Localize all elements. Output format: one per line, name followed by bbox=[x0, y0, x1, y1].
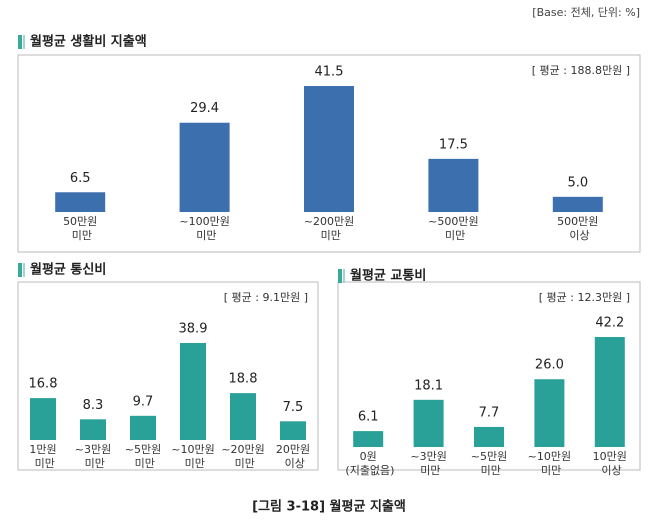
x-tick-label: ~10만원 미만 bbox=[171, 443, 214, 470]
chart-frame bbox=[17, 281, 319, 471]
x-tick-label: ~500만원 미만 bbox=[428, 215, 478, 242]
bar bbox=[534, 379, 565, 447]
bar bbox=[474, 426, 504, 447]
title-marker bbox=[23, 35, 25, 49]
x-tick-label: 1만원 미만 bbox=[29, 443, 56, 470]
bar bbox=[594, 337, 625, 447]
value-label: 16.8 bbox=[29, 377, 58, 392]
bar bbox=[353, 431, 384, 447]
average-label: [ 평균 : 9.1만원 ] bbox=[224, 291, 308, 304]
x-tick-label: ~10만원 미만 bbox=[528, 450, 571, 477]
bar bbox=[304, 86, 354, 212]
value-label: 38.9 bbox=[179, 322, 208, 337]
title-marker bbox=[23, 263, 25, 277]
chart-frame bbox=[17, 54, 641, 253]
value-label: 7.7 bbox=[479, 405, 500, 420]
bar bbox=[413, 399, 444, 447]
x-tick-label: 50만원 미만 bbox=[63, 215, 97, 242]
value-label: 17.5 bbox=[439, 137, 468, 152]
x-tick-label: 20만원 이상 bbox=[276, 443, 310, 470]
average-label: [ 평균 : 188.8만원 ] bbox=[532, 64, 630, 77]
x-tick-label: 10만원 이상 bbox=[593, 450, 627, 477]
title-marker bbox=[18, 263, 22, 277]
x-tick-label: 0원 (지출없음) bbox=[342, 450, 395, 477]
bar bbox=[55, 192, 106, 212]
bar bbox=[130, 415, 156, 440]
bar bbox=[230, 393, 256, 440]
value-label: 18.8 bbox=[229, 372, 258, 387]
value-label: 9.7 bbox=[133, 394, 154, 409]
x-tick-label: ~100만원 미만 bbox=[179, 215, 229, 242]
x-tick-label: ~5만원 미만 bbox=[125, 443, 161, 470]
title-marker bbox=[338, 269, 342, 283]
chart-title: 월평균 생활비 지출액 bbox=[30, 34, 147, 50]
chart-frame bbox=[337, 281, 641, 471]
x-tick-label: ~5만원 미만 bbox=[471, 450, 507, 477]
value-label: 42.2 bbox=[595, 316, 624, 331]
value-label: 18.1 bbox=[414, 378, 443, 393]
bar bbox=[428, 158, 479, 212]
average-label: [ 평균 : 12.3만원 ] bbox=[539, 291, 630, 304]
value-label: 7.5 bbox=[283, 400, 304, 415]
x-tick-label: ~3만원 미만 bbox=[75, 443, 111, 470]
value-label: 6.1 bbox=[358, 410, 379, 425]
x-tick-label: ~20만원 미만 bbox=[221, 443, 264, 470]
value-label: 8.3 bbox=[83, 398, 104, 413]
bar bbox=[30, 398, 56, 440]
x-tick-label: ~200만원 미만 bbox=[304, 215, 354, 242]
caption: [그림 3-18] 월평균 지출액 bbox=[252, 499, 406, 515]
title-marker bbox=[18, 35, 22, 49]
title-marker bbox=[343, 269, 345, 283]
chart-title: 월평균 통신비 bbox=[30, 262, 106, 278]
bar bbox=[280, 421, 306, 440]
value-label: 29.4 bbox=[190, 101, 219, 116]
bar bbox=[80, 419, 106, 440]
bar bbox=[179, 122, 230, 212]
value-label: 41.5 bbox=[315, 65, 344, 80]
x-tick-label: 500만원 이상 bbox=[557, 215, 598, 242]
bar bbox=[552, 196, 603, 212]
value-label: 5.0 bbox=[567, 175, 588, 190]
chart-title: 월평균 교통비 bbox=[350, 268, 426, 284]
value-label: 6.5 bbox=[70, 171, 91, 186]
base-note: [Base: 전체, 단위: %] bbox=[532, 6, 640, 19]
value-label: 26.0 bbox=[535, 358, 564, 373]
bar bbox=[180, 343, 206, 440]
x-tick-label: ~3만원 미만 bbox=[410, 450, 446, 477]
